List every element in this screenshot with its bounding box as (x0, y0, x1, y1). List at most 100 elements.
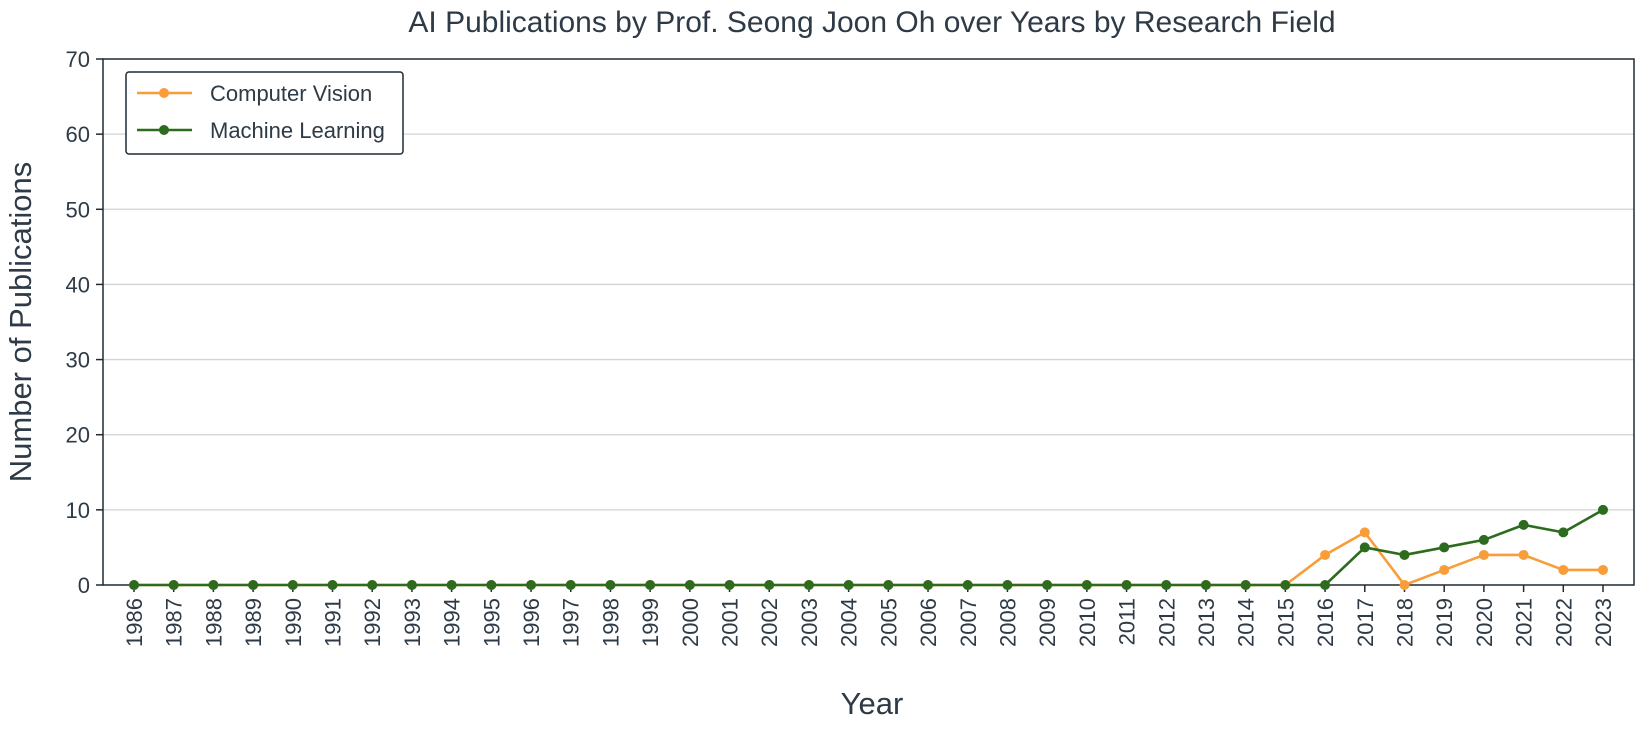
x-tick-label: 2020 (1472, 598, 1497, 647)
data-point (1558, 564, 1569, 575)
y-tick-label: 0 (78, 573, 90, 598)
data-point (1280, 580, 1291, 590)
legend-items: Computer Vision Machine Learning (137, 81, 385, 143)
x-tick-label: 2013 (1194, 598, 1219, 647)
x-tick-label: 1996 (519, 598, 544, 647)
legend-swatch-marker (159, 125, 169, 135)
series-1 (129, 504, 1608, 590)
data-point (406, 580, 417, 590)
x-tick-label: 1995 (479, 598, 504, 647)
legend-box (125, 71, 404, 155)
data-point (208, 580, 219, 590)
data-point (446, 580, 457, 590)
data-point (1359, 542, 1370, 553)
x-tick-label: 2009 (1035, 598, 1060, 647)
y-tick-label: 30 (66, 348, 90, 373)
data-point (605, 580, 616, 590)
x-tick-label: 2022 (1551, 598, 1576, 647)
series-layer (129, 504, 1608, 590)
y-tick-label: 60 (66, 122, 90, 147)
data-point (1558, 527, 1569, 538)
data-point (367, 580, 378, 590)
x-axis-ticks: 1986 1987 1988 1989 1990 1991 1992 1993 1994 1995… (122, 585, 1616, 647)
x-tick-label: 1990 (281, 598, 306, 647)
data-point (1598, 504, 1608, 515)
data-point (803, 580, 814, 590)
data-point (1240, 580, 1251, 590)
y-tick-label: 70 (66, 47, 90, 72)
data-point (565, 580, 576, 590)
x-tick-label: 2010 (1075, 598, 1100, 647)
x-tick-label: 2006 (916, 598, 941, 647)
x-tick-label: 2002 (757, 598, 782, 647)
data-point (168, 580, 179, 590)
x-tick-label: 2017 (1353, 598, 1378, 647)
x-tick-label: 1994 (440, 598, 465, 647)
series-0 (129, 527, 1608, 590)
data-point (1320, 580, 1331, 590)
legend-swatch-marker (159, 88, 169, 98)
data-point (1399, 580, 1410, 590)
data-point (1478, 534, 1489, 545)
x-tick-label: 2019 (1432, 598, 1457, 647)
data-point (684, 580, 695, 590)
y-tick-label: 20 (66, 423, 90, 448)
data-point (129, 580, 139, 590)
data-point (923, 580, 934, 590)
data-point (1439, 564, 1450, 575)
x-tick-label: 2014 (1234, 598, 1259, 647)
data-point (327, 580, 338, 590)
y-axis-label: Number of Publications (3, 162, 38, 483)
data-point (883, 580, 894, 590)
x-tick-label: 1987 (162, 598, 187, 647)
data-point (1042, 580, 1053, 590)
x-tick-label: 2011 (1115, 598, 1140, 645)
data-point (526, 580, 537, 590)
data-point (764, 580, 775, 590)
x-tick-label: 1989 (241, 598, 266, 647)
legend-label: Machine Learning (210, 118, 385, 143)
x-tick-label: 2015 (1273, 598, 1298, 647)
y-tick-label: 40 (66, 272, 90, 297)
series-line (134, 508, 1604, 587)
x-tick-label: 2001 (718, 598, 743, 647)
data-point (1161, 580, 1172, 590)
y-tick-label: 10 (66, 498, 90, 523)
x-tick-label: 2003 (797, 598, 822, 647)
chart-title: AI Publications by Prof. Seong Joon Oh o… (408, 6, 1335, 39)
gridlines (103, 133, 1634, 511)
series-line (134, 531, 1603, 587)
data-point (1518, 519, 1529, 530)
x-tick-label: 1999 (638, 598, 663, 647)
data-point (645, 580, 656, 590)
legend: Computer Vision Machine Learning (125, 71, 404, 155)
y-axis-ticks: 0 10 20 30 40 50 60 70 (66, 47, 103, 598)
x-axis-label: Year (841, 686, 904, 721)
x-tick-label: 2023 (1591, 598, 1616, 647)
data-point (1121, 580, 1132, 590)
x-tick-label: 2007 (956, 598, 981, 647)
x-tick-label: 1993 (400, 598, 425, 647)
x-tick-label: 2004 (837, 598, 862, 647)
data-point (1439, 542, 1450, 553)
data-point (1200, 580, 1211, 590)
data-point (1478, 549, 1489, 560)
data-point (486, 580, 497, 590)
data-point (1598, 564, 1608, 575)
data-point (724, 580, 735, 590)
data-point (1002, 580, 1013, 590)
data-point (962, 580, 973, 590)
x-tick-label: 2012 (1154, 598, 1179, 647)
data-point (843, 580, 854, 590)
x-tick-label: 2016 (1313, 598, 1338, 647)
x-tick-label: 2005 (876, 598, 901, 647)
x-tick-label: 1997 (559, 598, 584, 647)
y-tick-label: 50 (66, 197, 90, 222)
x-tick-label: 2018 (1392, 598, 1417, 647)
x-tick-label: 2021 (1512, 598, 1537, 647)
x-tick-label: 1992 (360, 598, 385, 647)
x-tick-label: 1988 (201, 598, 226, 647)
x-tick-label: 2008 (995, 598, 1020, 647)
